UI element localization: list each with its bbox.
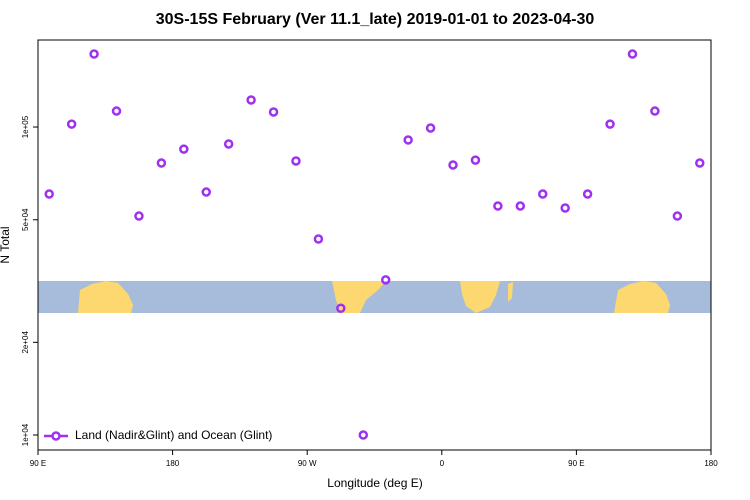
point [448,160,458,170]
point [627,49,638,59]
y-tick-label: 5e+04 [21,208,30,231]
point [560,203,570,213]
x-tick-label: 180 [704,459,718,468]
x-tick-label: 90 E [568,459,584,468]
y-tick-label: 1e+05 [21,115,30,138]
plot-frame [37,39,712,451]
point [515,201,526,211]
point [425,123,436,133]
x-tick-label: 0 [440,459,445,468]
x-tick-label: 90 E [30,459,46,468]
point [313,234,324,244]
point [111,106,122,116]
chart-title: 30S-15S February (Ver 11.1_late) 2019-01… [156,11,595,28]
point [336,303,346,313]
point [66,119,77,129]
x-tick-label: 90 W [298,459,317,468]
point [538,189,548,199]
map-strip [38,281,711,313]
legend-marker [51,431,61,441]
x-tick-label: 180 [166,459,180,468]
legend-label: Land (Nadir&Glint) and Ocean (Glint) [75,428,272,442]
point [672,211,683,221]
point [201,187,211,197]
point [650,106,660,116]
point [605,119,615,129]
point [179,144,189,154]
point [380,275,391,285]
point [582,189,593,199]
y-tick-label: 1e+04 [21,423,30,446]
point [246,95,256,105]
point [134,211,144,221]
point [223,139,234,149]
y-axis-label: N Total [0,226,12,263]
point [156,158,167,168]
point [291,156,301,166]
point [470,155,481,165]
point [358,430,369,440]
point [695,158,705,168]
y-tick-label: 2e+04 [21,331,30,354]
point [493,201,503,211]
point [403,135,413,145]
x-axis-label: Longitude (deg E) [327,476,422,490]
point [268,107,279,117]
point [89,49,99,59]
point [44,189,54,199]
